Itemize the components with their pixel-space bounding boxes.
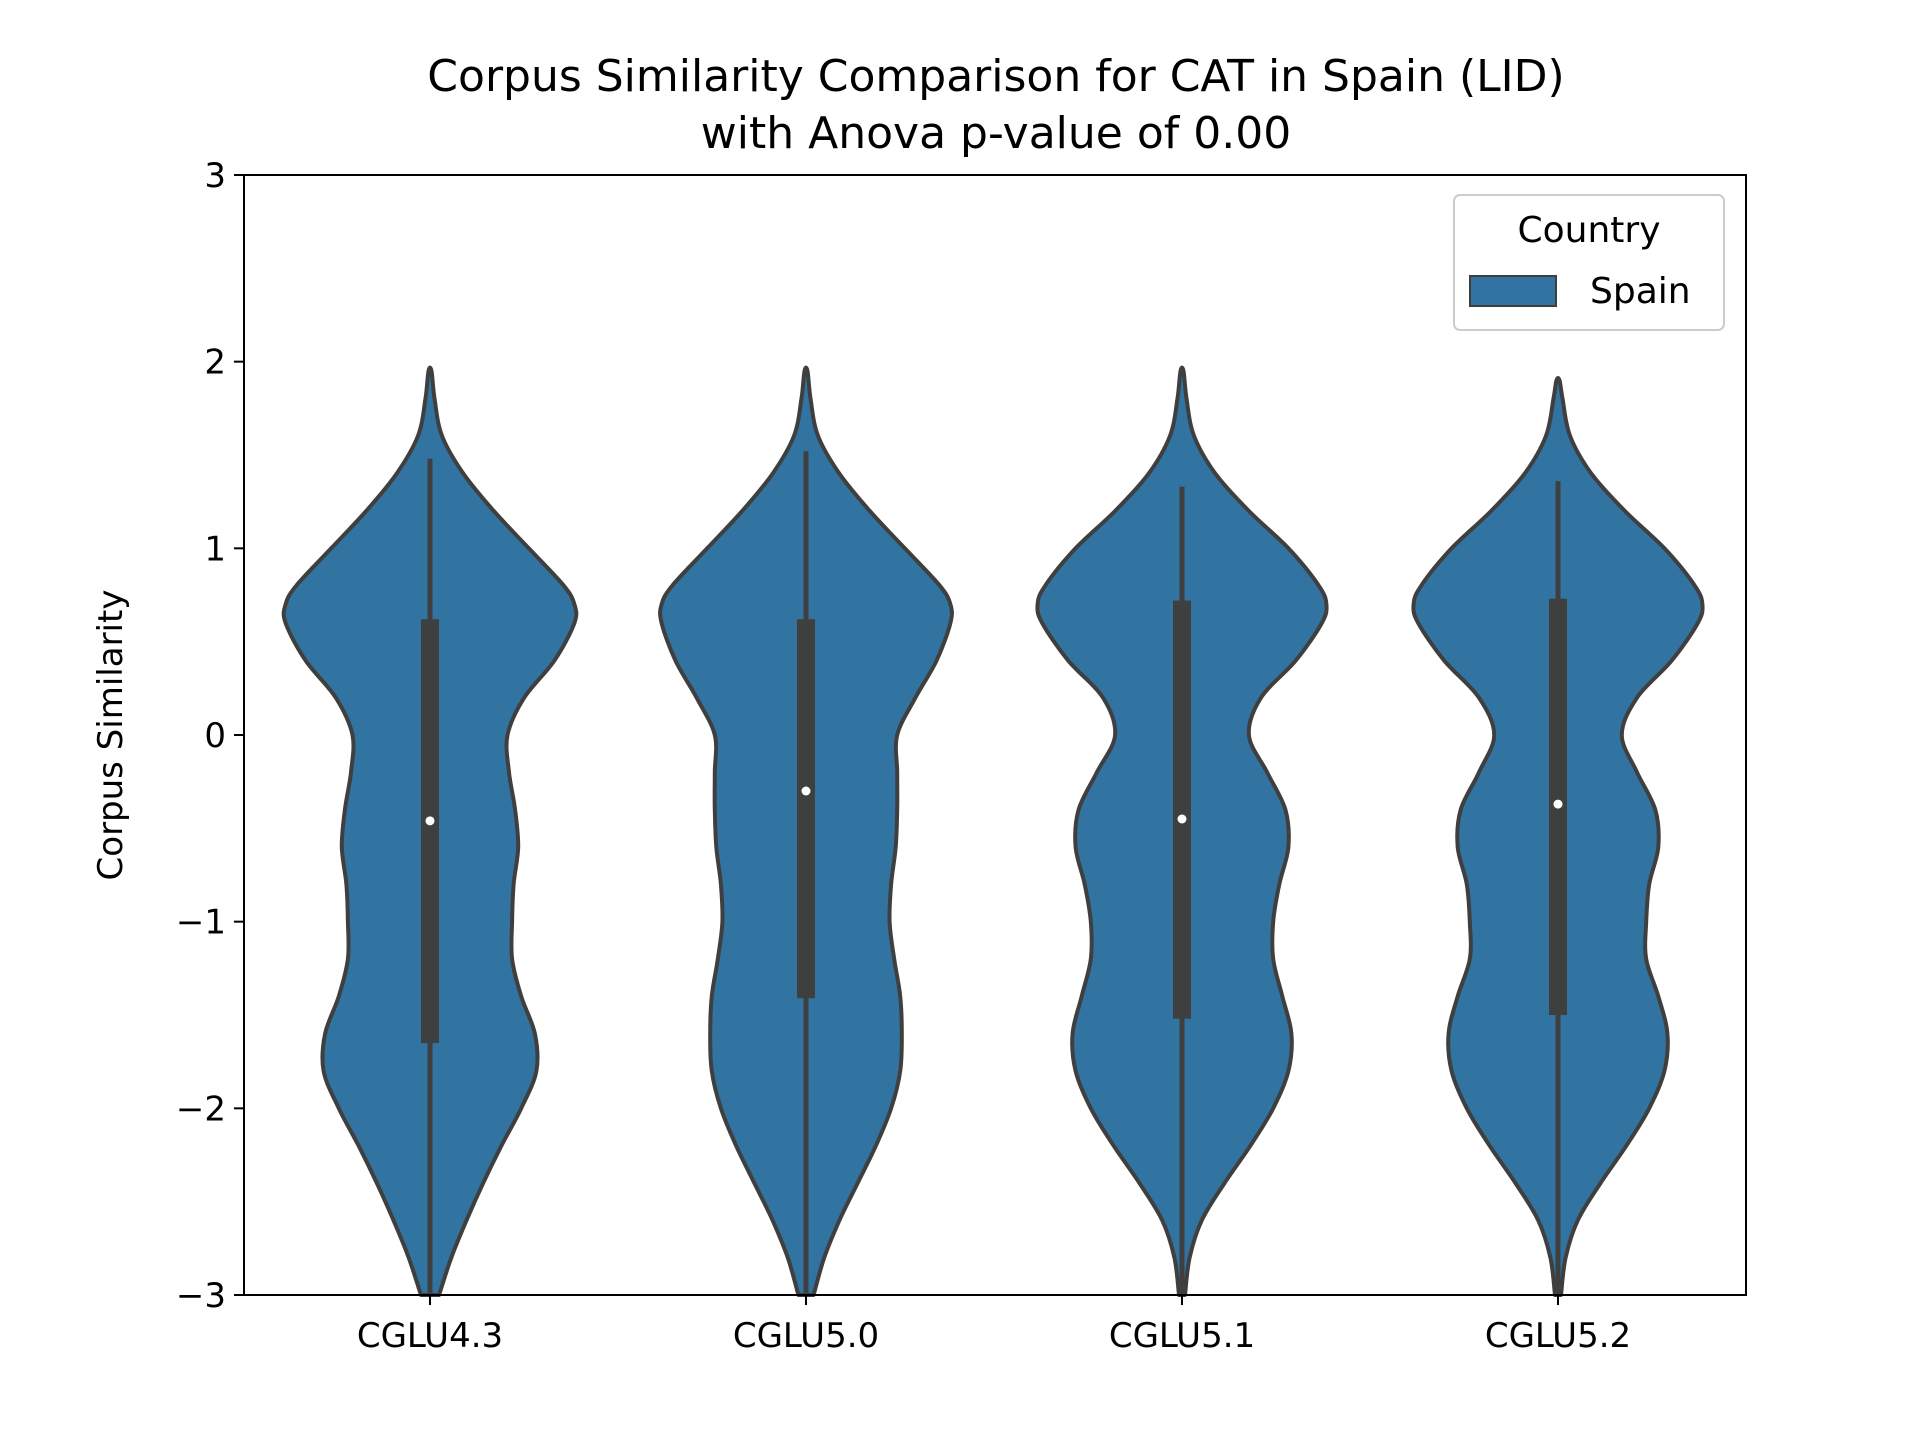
violin-cglu4-3 [281, 365, 579, 1297]
violin-median [1177, 814, 1187, 824]
y-tick-label: −1 [176, 903, 226, 943]
violins-layer [281, 365, 1705, 1297]
violin-median [425, 816, 435, 826]
chart-title-line-2: with Anova p-value of 0.00 [701, 108, 1291, 159]
violin-iqr-box [797, 619, 815, 999]
y-tick-label: 0 [204, 716, 226, 756]
y-tick-label: −2 [176, 1089, 226, 1129]
y-tick-label: 2 [204, 343, 226, 383]
violin-cglu5-0 [658, 365, 954, 1297]
y-tick-label: 1 [204, 529, 226, 569]
violin-cglu5-1 [1035, 365, 1329, 1297]
violin-iqr-box [421, 619, 439, 1043]
x-tick-label: CGLU4.3 [357, 1316, 503, 1356]
legend-title: Country [1517, 210, 1660, 251]
x-tick-label: CGLU5.1 [1109, 1316, 1255, 1356]
legend-entry-spain: Spain [1590, 271, 1691, 312]
y-axis-label: Corpus Similarity [91, 590, 131, 881]
violin-median [801, 786, 811, 796]
y-tick-label: −3 [176, 1276, 226, 1316]
legend-swatch-spain [1469, 275, 1557, 307]
x-tick-label: CGLU5.0 [733, 1316, 879, 1356]
legend: Country Spain [1453, 194, 1725, 331]
violin-median [1553, 799, 1563, 809]
x-tick-label: CGLU5.2 [1485, 1316, 1631, 1356]
y-axis-ticks: −3 −2 −1 0 1 2 3 [176, 156, 244, 1316]
violin-iqr-box [1173, 600, 1191, 1019]
violin-cglu5-2 [1411, 375, 1705, 1297]
chart-title-line-1: Corpus Similarity Comparison for CAT in … [427, 51, 1564, 102]
y-tick-label: 3 [204, 156, 226, 196]
x-axis-ticks: CGLU4.3 CGLU5.0 CGLU5.1 CGLU5.2 [357, 1295, 1631, 1356]
